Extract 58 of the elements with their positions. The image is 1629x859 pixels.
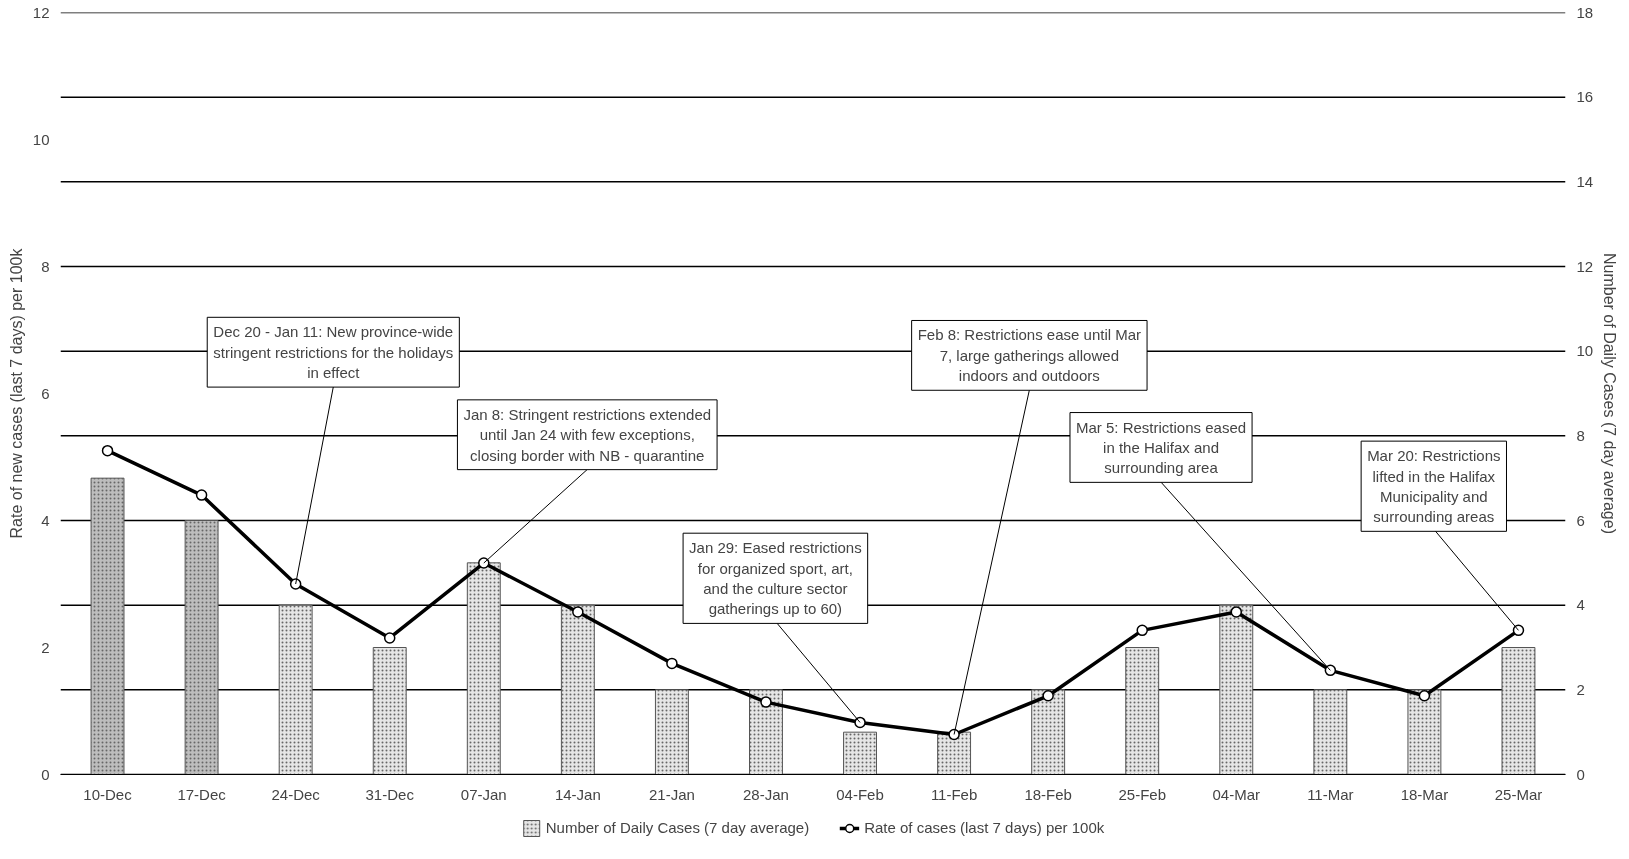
y-tick-label: 12 [32, 3, 50, 21]
x-tick-label: 17-Dec [177, 785, 227, 803]
y2-tick-label: 2 [1576, 680, 1585, 698]
y-tick-label: 8 [41, 257, 50, 275]
y2-tick-label: 14 [1576, 172, 1594, 190]
annotation: Mar 5: Restrictions eased in the Halifax and surrounding area [1076, 418, 1247, 477]
point [760, 696, 772, 708]
y2-axis-title: Number of Daily Cases (7 day average) [1601, 253, 1619, 535]
y-tick-label: 2 [41, 638, 50, 656]
annotation: Jan 8: Stringent restrictions extended until Jan 24 with few exceptions, closing border with NB - quarantine [463, 405, 712, 464]
point [854, 716, 866, 729]
annotation: Dec 20 - Jan 11: New province-wide stringent restrictions for the holidays in effect [213, 323, 454, 382]
y2-tick-label: 12 [1576, 257, 1594, 275]
point [289, 578, 302, 590]
legend-label: Rate of cases (last 7 days) per 100k [864, 819, 1105, 836]
y-tick-label: 6 [41, 384, 50, 402]
annotation: Feb 8: Restrictions ease until Mar 7, large gatherings allowed indoors and outdoors [917, 326, 1142, 385]
point [101, 444, 114, 457]
annotation: Jan 29: Eased restrictions for organized sport, art, and the culture sector gatherings up to 60) [689, 539, 862, 618]
x-tick-label: 21-Jan [648, 785, 695, 803]
point [195, 489, 208, 501]
x-tick-label: 18-Mar [1400, 785, 1449, 803]
y2-tick-label: 6 [1576, 511, 1585, 529]
point [572, 606, 584, 618]
y-axis-title: Rate of new cases (last 7 days) per 100k [7, 247, 25, 539]
y2-tick-label: 4 [1576, 596, 1585, 614]
x-tick-label: 11-Feb [930, 785, 978, 803]
point [1136, 624, 1148, 637]
legend-label: Number of Daily Cases (7 day average) [545, 819, 810, 836]
y2-tick-label: 16 [1576, 88, 1594, 106]
y-tick-label: 0 [41, 765, 50, 783]
point [666, 657, 678, 670]
x-tick-label: 11-Mar [1307, 785, 1354, 803]
x-tick-label: 28-Jan [743, 785, 789, 803]
y2-tick-label: 0 [1576, 765, 1585, 783]
point [383, 632, 396, 644]
point [1324, 664, 1337, 677]
x-tick-label: 31-Dec [365, 785, 415, 803]
x-tick-label: 18-Feb [1024, 785, 1072, 803]
x-tick-label: 10-Dec [83, 785, 133, 803]
x-tick-label: 14-Jan [554, 785, 601, 803]
annotation: Mar 20: Restrictions lifted in the Halifax Municipality and surrounding areas [1367, 447, 1501, 526]
y-tick-label: 10 [32, 130, 50, 148]
x-tick-label: 25-Feb [1118, 785, 1166, 803]
y2-tick-label: 18 [1576, 3, 1594, 21]
point [1230, 606, 1243, 618]
x-tick-label: 07-Jan [460, 785, 507, 803]
x-tick-label: 25-Mar [1494, 785, 1543, 803]
y2-tick-label: 10 [1576, 342, 1594, 360]
point [948, 728, 960, 741]
x-tick-label: 24-Dec [271, 785, 321, 803]
y2-tick-label: 8 [1576, 426, 1585, 444]
point [478, 557, 490, 569]
x-tick-label: 04-Mar [1212, 785, 1261, 803]
point [1042, 690, 1054, 702]
point [1418, 690, 1431, 702]
x-tick-label: 04-Feb [836, 785, 884, 803]
y-tick-label: 4 [41, 511, 50, 529]
